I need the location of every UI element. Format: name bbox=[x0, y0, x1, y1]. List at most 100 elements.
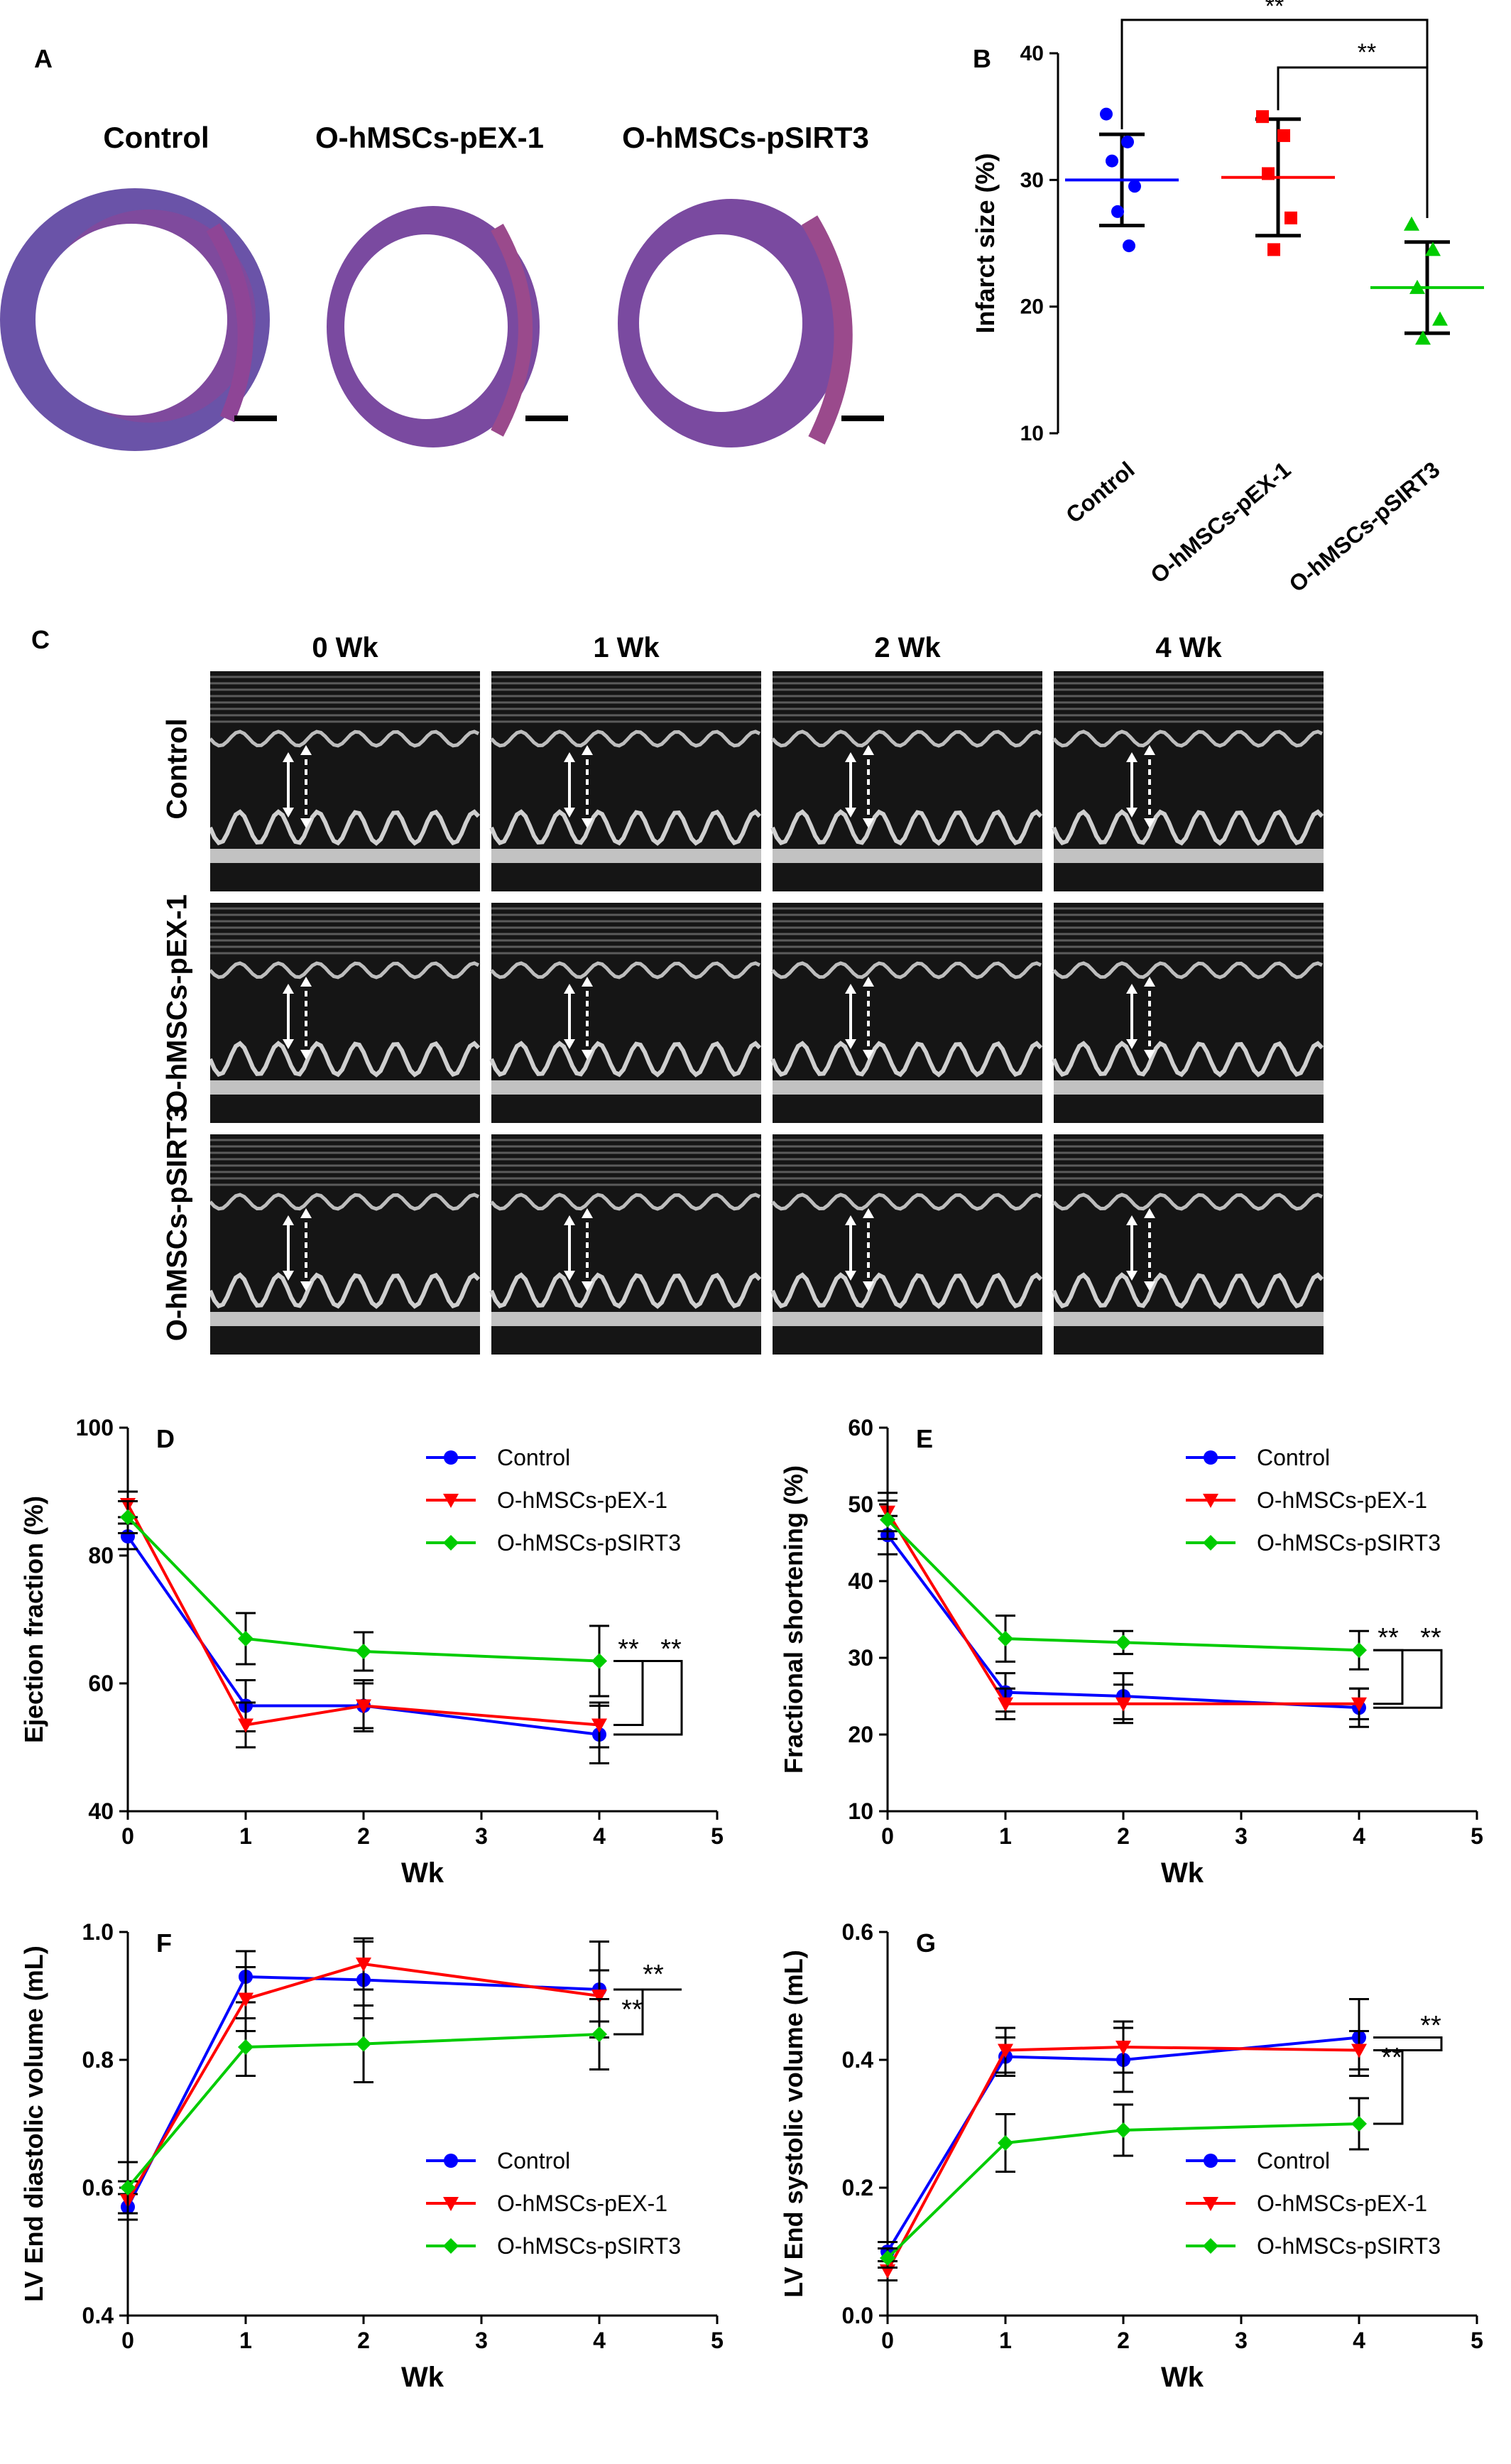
echo-row-title-0: Control bbox=[161, 718, 193, 820]
y-tick-label: 40 bbox=[848, 1568, 873, 1594]
x-tick-label: 1 bbox=[239, 1823, 252, 1849]
x-tick-label: 3 bbox=[475, 1823, 488, 1849]
series-line bbox=[126, 1975, 600, 2208]
echo-pericardium bbox=[773, 1312, 1042, 1326]
arrow-head bbox=[283, 1039, 294, 1049]
echo-posterior-wall bbox=[210, 1272, 481, 1309]
arrow-head bbox=[1126, 1271, 1138, 1281]
data-point bbox=[1432, 311, 1448, 326]
data-point bbox=[1277, 129, 1290, 142]
arrow-head bbox=[863, 1208, 874, 1218]
sig-label: ** bbox=[1378, 1623, 1399, 1653]
echo-pericardium bbox=[491, 849, 761, 863]
series-line bbox=[886, 2122, 1360, 2259]
echo-image-r2-c2 bbox=[770, 1134, 1043, 1355]
x-axis-title: Wk bbox=[1161, 2362, 1204, 2393]
legend-label: O-hMSCs-pSIRT3 bbox=[1257, 1530, 1441, 1556]
series-2 bbox=[878, 2097, 1369, 2269]
x-tick-label: 4 bbox=[1353, 1823, 1365, 1849]
echo-anterior-wall bbox=[210, 1193, 480, 1211]
arrow-head bbox=[845, 1271, 856, 1281]
chart-e: 10 20 30 40 50 60 0 1 2 3 4 5 Wk Fractional shortenin… bbox=[779, 1415, 1483, 1889]
sig-bracket bbox=[613, 1660, 644, 1726]
legend-marker bbox=[1203, 1494, 1218, 1508]
panel-a-title-psirt3: O-hMSCs-pSIRT3 bbox=[622, 121, 869, 154]
legend-label: O-hMSCs-pSIRT3 bbox=[1257, 2233, 1441, 2259]
series-2 bbox=[118, 1998, 609, 2215]
data-point bbox=[356, 1644, 371, 1659]
arrow-head bbox=[1126, 808, 1138, 818]
data-point bbox=[1115, 2041, 1131, 2055]
sig-bracket bbox=[1373, 1649, 1443, 1709]
legend: Control O-hMSCs-pEX-1 O-hMSCs-pSIRT3 bbox=[1186, 1445, 1441, 1556]
sig-bracket bbox=[613, 1660, 683, 1736]
x-tick-label: 5 bbox=[711, 2328, 724, 2353]
data-point bbox=[1425, 241, 1441, 256]
arrow-head bbox=[1126, 984, 1138, 994]
arrow-head bbox=[863, 977, 874, 987]
echo-pericardium bbox=[210, 849, 480, 863]
arrow-head bbox=[564, 1271, 575, 1281]
arrow-head bbox=[564, 1039, 575, 1049]
echo-col-title-3: 4 Wk bbox=[1155, 632, 1222, 663]
legend-marker bbox=[444, 1450, 458, 1465]
sig-label: ** bbox=[660, 1634, 682, 1664]
legend: Control O-hMSCs-pEX-1 O-hMSCs-pSIRT3 bbox=[426, 2148, 681, 2259]
y-axis-title: LV End diastolic volume (mL) bbox=[19, 1945, 48, 2301]
data-point bbox=[591, 1990, 607, 2004]
echo-anterior-wall bbox=[1052, 729, 1324, 748]
echo-pericardium bbox=[491, 1312, 761, 1326]
legend: Control O-hMSCs-pEX-1 O-hMSCs-pSIRT3 bbox=[426, 1445, 681, 1556]
echo-anterior-wall bbox=[1052, 1193, 1324, 1211]
echo-col-title-0: 0 Wk bbox=[312, 632, 378, 663]
echo-row-title-2: O-hMSCs-pSIRT3 bbox=[161, 1105, 193, 1342]
x-axis-title: Wk bbox=[401, 2362, 444, 2393]
y-tick-label: 0.0 bbox=[842, 2303, 873, 2328]
series-2 bbox=[878, 1499, 1369, 1671]
data-point bbox=[1267, 243, 1280, 256]
series-line bbox=[886, 1519, 1360, 1652]
series-line bbox=[886, 1511, 1359, 1705]
echo-posterior-wall bbox=[1052, 1272, 1324, 1309]
x-tick-label: 0 bbox=[121, 2328, 134, 2353]
legend-marker bbox=[443, 1494, 459, 1508]
echo-image-r0-c3 bbox=[1052, 671, 1324, 891]
x-tick-label: 2 bbox=[1117, 2328, 1130, 2353]
data-point bbox=[998, 1631, 1013, 1646]
sig-bracket bbox=[1277, 66, 1429, 218]
data-point bbox=[1284, 211, 1297, 224]
y-axis-title: Ejection fraction (%) bbox=[19, 1496, 48, 1743]
data-point bbox=[998, 2135, 1013, 2151]
data-point bbox=[238, 1992, 253, 2007]
significance: ** ** bbox=[613, 1634, 683, 1736]
x-tick-label: 0 bbox=[881, 1823, 894, 1849]
echo-anterior-wall bbox=[490, 729, 761, 748]
arrow-head bbox=[300, 977, 312, 987]
significance: ** ** bbox=[1373, 2011, 1443, 2125]
sig-label: ** bbox=[643, 1960, 664, 1990]
scale-bar bbox=[525, 416, 568, 421]
echo-image-r0-c2 bbox=[770, 671, 1043, 891]
x-tick-label: 1 bbox=[999, 2328, 1012, 2353]
data-point bbox=[1106, 154, 1118, 168]
arrow-head bbox=[1126, 752, 1138, 762]
sig-bracket bbox=[1373, 2036, 1443, 2051]
echo-posterior-wall bbox=[210, 809, 481, 846]
data-point bbox=[1115, 2122, 1131, 2138]
arrow-head bbox=[1126, 1039, 1138, 1049]
y-tick-label: 60 bbox=[848, 1415, 873, 1440]
echo-anterior-wall bbox=[1052, 961, 1324, 979]
arrow-head bbox=[863, 1050, 874, 1060]
y-tick-label: 0.4 bbox=[82, 2303, 114, 2328]
data-point bbox=[591, 1718, 607, 1733]
data-point bbox=[120, 1509, 136, 1525]
x-tick-label: 5 bbox=[711, 1823, 724, 1849]
series-line bbox=[126, 1504, 600, 1727]
x-tick-label: 5 bbox=[1471, 1823, 1483, 1849]
echo-image-r1-c1 bbox=[489, 903, 762, 1123]
heart-section-pex bbox=[327, 206, 568, 447]
legend-marker bbox=[1204, 1450, 1218, 1465]
x-tick-label: 4 bbox=[593, 1823, 606, 1849]
y-tick-label: 30 bbox=[1020, 168, 1044, 192]
legend-label: Control bbox=[497, 1445, 570, 1470]
